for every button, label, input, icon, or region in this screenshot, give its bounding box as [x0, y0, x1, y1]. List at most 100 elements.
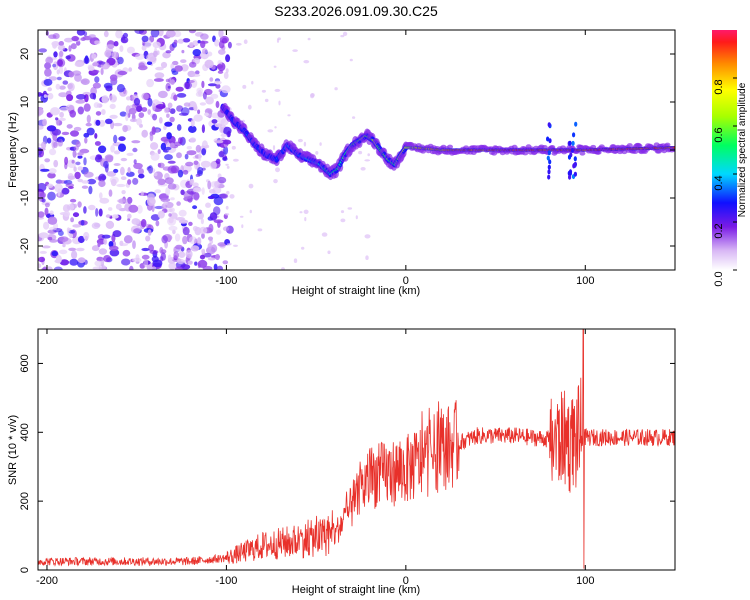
- colorbar-tick-label: 0.6: [713, 127, 725, 142]
- noise-speckle: [116, 84, 125, 93]
- colorbar-label: Normalized spectral amplitude: [737, 82, 748, 217]
- noise-speckle: [349, 58, 353, 62]
- noise-speckle: [126, 96, 131, 101]
- noise-speckle: [165, 187, 171, 196]
- noise-speckle: [115, 30, 123, 39]
- noise-speckle: [171, 70, 179, 76]
- noise-speckle: [319, 142, 322, 146]
- noise-speckle: [225, 205, 229, 210]
- noise-speckle: [226, 165, 230, 169]
- noise-speckle: [190, 73, 201, 77]
- noise-speckle: [154, 189, 162, 194]
- noise-speckle: [193, 114, 203, 122]
- noise-speckle: [209, 77, 214, 82]
- noise-speckle: [148, 244, 155, 252]
- noise-speckle: [189, 179, 193, 186]
- noise-speckle: [58, 41, 64, 46]
- noise-speckle: [116, 183, 126, 188]
- noise-speckle: [222, 260, 229, 265]
- noise-speckle: [113, 122, 123, 127]
- noise-speckle: [41, 141, 47, 150]
- noise-speckle: [274, 126, 277, 129]
- noise-speckle: [44, 207, 49, 216]
- noise-speckle: [166, 132, 172, 140]
- noise-speckle: [68, 45, 72, 52]
- noise-speckle: [65, 104, 75, 111]
- noise-speckle: [150, 142, 159, 150]
- noise-speckle: [94, 260, 103, 267]
- noise-speckle: [109, 114, 118, 119]
- noise-speckle: [229, 194, 235, 199]
- noise-speckle: [169, 207, 175, 213]
- noise-speckle: [77, 201, 82, 208]
- noise-speckle: [39, 192, 46, 199]
- noise-speckle: [180, 59, 187, 63]
- noise-speckle: [175, 244, 183, 250]
- snr-ticks: -200 -100 0 100 0 200 400 600: [19, 329, 675, 587]
- noise-speckle: [70, 130, 79, 137]
- noise-speckle: [214, 123, 223, 128]
- noise-speckle: [77, 106, 85, 115]
- noise-speckle: [53, 266, 63, 270]
- noise-speckle: [136, 105, 143, 112]
- noise-speckle: [355, 215, 358, 220]
- noise-speckle: [117, 70, 128, 76]
- noise-speckle: [42, 118, 47, 127]
- noise-speckle: [157, 178, 166, 186]
- noise-speckle: [132, 177, 139, 185]
- noise-speckle: [74, 171, 81, 180]
- noise-speckle: [155, 104, 166, 109]
- noise-speckle: [226, 243, 232, 246]
- noise-speckle: [98, 119, 106, 127]
- noise-speckle: [195, 144, 202, 153]
- noise-speckle: [51, 41, 60, 47]
- noise-speckle: [148, 165, 153, 174]
- noise-speckle: [276, 38, 280, 43]
- noise-speckle: [188, 221, 193, 226]
- x-tick-label: 100: [576, 575, 594, 587]
- x-tick-label: -100: [215, 275, 237, 287]
- noise-speckle: [303, 60, 310, 64]
- noise-speckle: [118, 143, 126, 152]
- noise-speckle: [197, 211, 204, 220]
- noise-speckle: [85, 122, 92, 127]
- noise-speckle: [178, 137, 183, 144]
- snr-x-axis-label: Height of straight line (km): [292, 584, 420, 596]
- noise-speckle: [54, 183, 63, 193]
- noise-speckle: [159, 247, 164, 254]
- noise-speckle: [251, 80, 254, 85]
- noise-speckle: [243, 39, 248, 44]
- noise-speckle: [38, 147, 43, 156]
- noise-speckle: [222, 226, 230, 231]
- noise-speckle: [83, 157, 87, 166]
- noise-speckle: [72, 224, 82, 228]
- noise-speckle: [360, 167, 366, 171]
- noise-speckle: [120, 157, 128, 162]
- noise-speckle: [358, 150, 363, 155]
- noise-speckle: [176, 124, 182, 131]
- noise-speckle: [140, 219, 147, 228]
- noise-speckle: [215, 229, 222, 235]
- x-tick-label: -200: [36, 275, 58, 287]
- noise-speckle: [174, 233, 181, 242]
- noise-speckle: [81, 180, 89, 184]
- noise-speckle: [141, 92, 149, 100]
- noise-speckle: [151, 126, 156, 135]
- noise-speckle: [77, 155, 83, 159]
- noise-speckle: [146, 53, 156, 62]
- noise-speckle: [83, 171, 94, 178]
- noise-speckle: [352, 116, 356, 119]
- noise-speckle: [65, 183, 75, 188]
- noise-speckle: [225, 68, 229, 73]
- noise-speckle: [340, 210, 345, 214]
- noise-speckle: [185, 249, 193, 259]
- noise-speckle: [205, 202, 211, 208]
- ridge-halo: [632, 149, 639, 154]
- burst-blob: [547, 122, 551, 128]
- noise-speckle: [200, 160, 211, 168]
- noise-speckle: [342, 31, 348, 36]
- noise-speckle: [113, 163, 121, 166]
- noise-speckle: [41, 198, 46, 203]
- noise-speckle: [307, 37, 311, 41]
